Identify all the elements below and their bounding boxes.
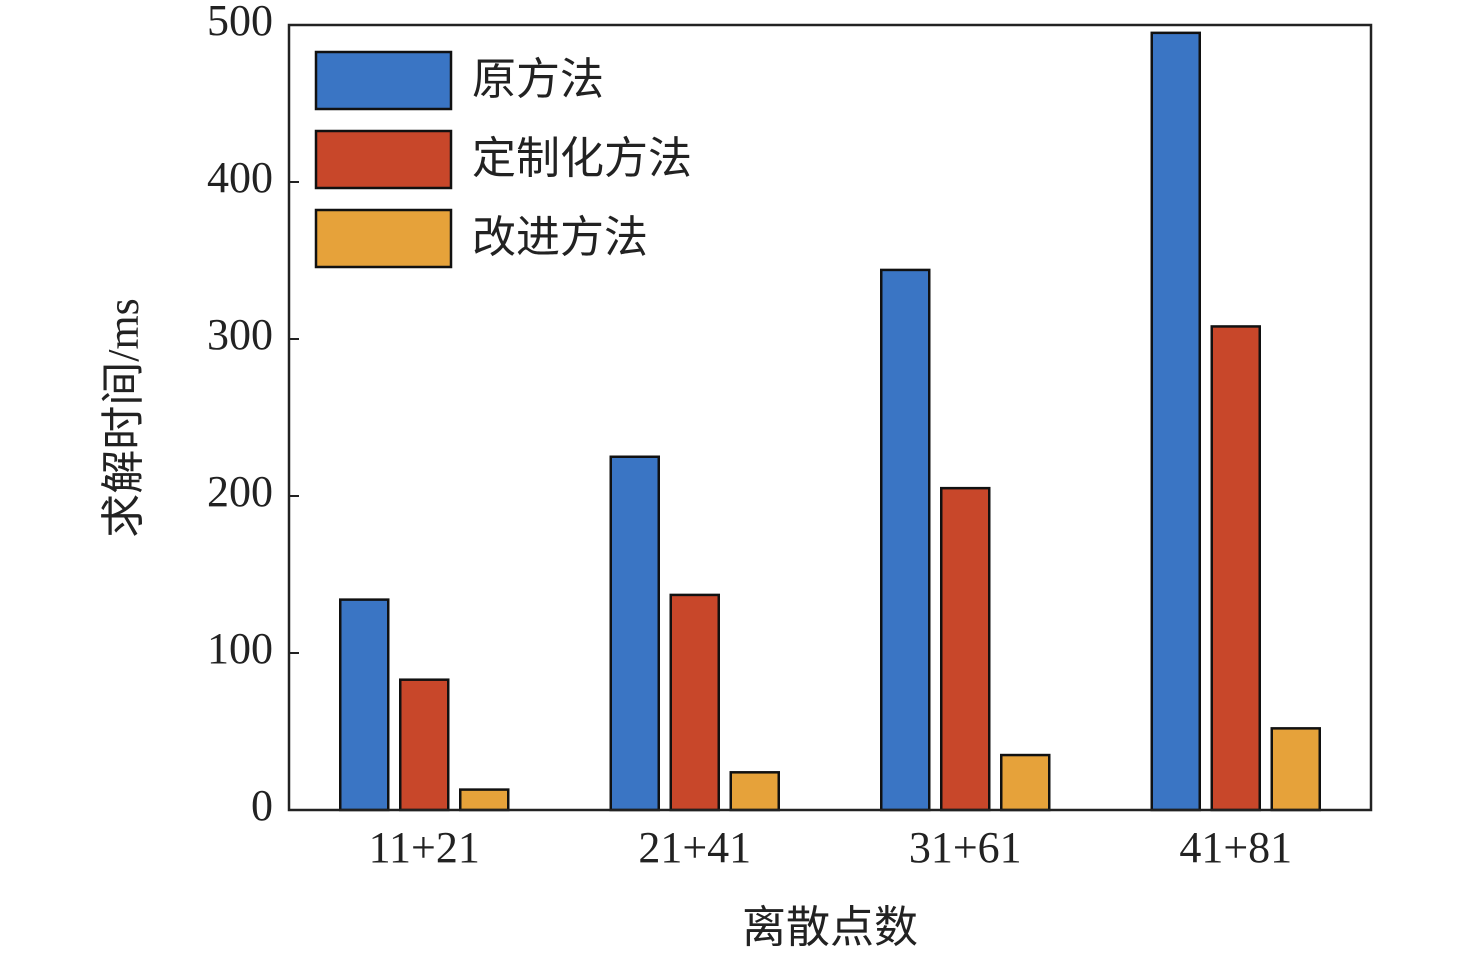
bar	[729, 771, 780, 812]
y-tick-label: 400	[207, 153, 273, 202]
bar	[880, 268, 931, 812]
bar	[339, 598, 390, 812]
y-tick-label: 0	[251, 781, 273, 830]
legend-swatch	[314, 50, 453, 111]
y-axis-label: 求解时间/ms	[99, 298, 148, 538]
legend-swatch	[314, 208, 453, 269]
bar	[1150, 31, 1201, 812]
plot-frame	[287, 23, 1373, 812]
y-tick-label: 100	[207, 624, 273, 673]
bar	[459, 788, 510, 812]
bar	[1000, 753, 1051, 812]
bar	[669, 593, 720, 812]
legend-label: 原方法	[472, 55, 604, 104]
bar	[1210, 325, 1261, 812]
y-tick-label: 300	[207, 310, 273, 359]
x-tick-label: 41+81	[1179, 823, 1292, 872]
bar	[1270, 727, 1321, 812]
y-tick-label: 500	[207, 0, 273, 45]
y-tick-label: 200	[207, 467, 273, 516]
legend-label: 定制化方法	[472, 134, 692, 183]
x-tick-label: 11+21	[369, 823, 480, 872]
x-tick-label: 31+61	[909, 823, 1022, 872]
bar	[399, 678, 450, 812]
bar	[940, 486, 991, 812]
x-axis-label: 离散点数	[742, 903, 918, 952]
x-tick-label: 21+41	[638, 823, 751, 872]
legend-label: 改进方法	[472, 213, 648, 262]
legend-swatch	[314, 129, 453, 190]
bar	[609, 455, 660, 812]
